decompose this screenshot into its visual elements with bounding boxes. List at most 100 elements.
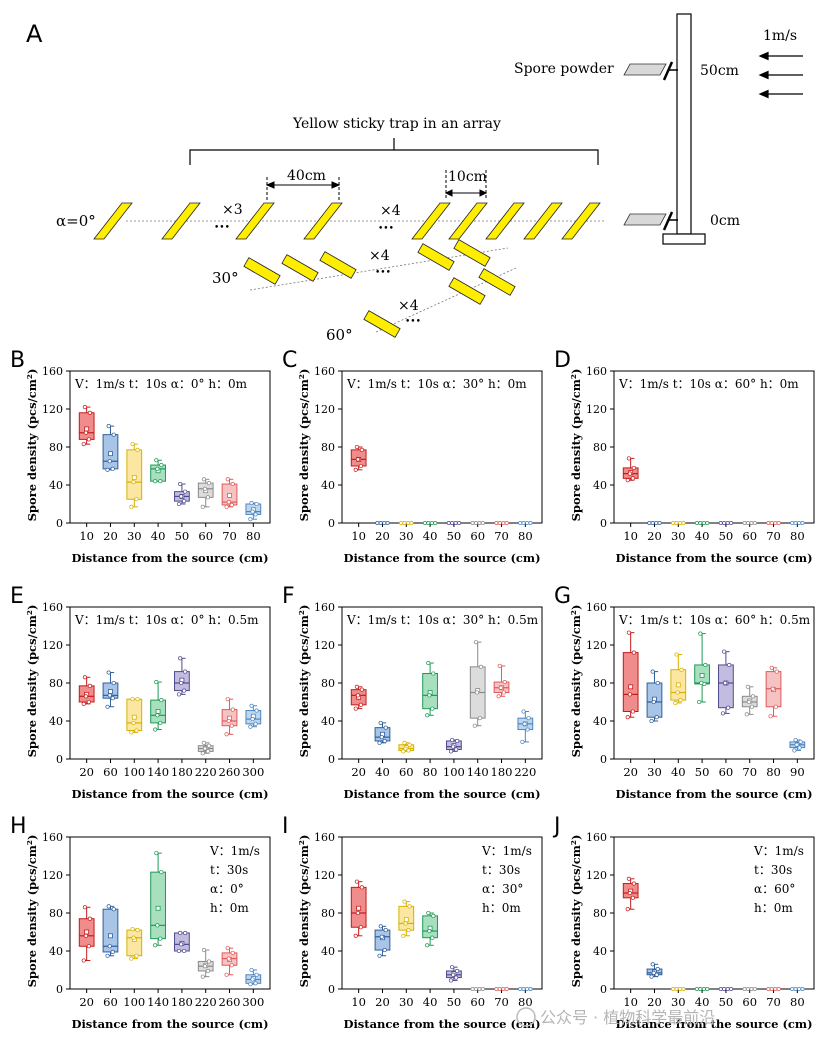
params-label: V：1m/s t：10s α：30° h：0.5m bbox=[346, 613, 539, 627]
y-tick-label: 160 bbox=[586, 365, 607, 378]
point bbox=[776, 521, 781, 525]
x-tick-label: 220 bbox=[195, 995, 217, 1009]
x-tick-label: 10 bbox=[79, 529, 94, 543]
point bbox=[106, 670, 111, 675]
point bbox=[202, 964, 208, 969]
y-tick-label: 160 bbox=[314, 365, 335, 378]
mult-x4-row0: ×4 bbox=[380, 203, 401, 219]
point bbox=[718, 521, 723, 525]
point bbox=[375, 521, 380, 525]
trap-angled bbox=[319, 251, 357, 279]
point bbox=[745, 987, 750, 991]
y-tick-label: 120 bbox=[586, 639, 607, 652]
point bbox=[674, 652, 679, 657]
point bbox=[379, 934, 384, 939]
point bbox=[178, 930, 183, 936]
mult-x4-row60: ×4 bbox=[398, 298, 419, 314]
x-tick-label: 60 bbox=[103, 995, 118, 1009]
spacing-10cm-label: 10cm bbox=[448, 169, 487, 185]
point bbox=[359, 885, 364, 890]
box-iqr bbox=[78, 412, 95, 440]
box-10: 10 bbox=[78, 405, 95, 543]
point bbox=[678, 521, 683, 525]
point bbox=[130, 697, 135, 702]
point bbox=[82, 405, 87, 410]
point bbox=[153, 479, 158, 484]
point bbox=[200, 974, 205, 979]
y-tick-label: 0 bbox=[328, 983, 335, 996]
panel-letter: J bbox=[552, 814, 561, 839]
point bbox=[649, 718, 654, 724]
point bbox=[627, 692, 632, 697]
point bbox=[358, 702, 363, 707]
point bbox=[790, 987, 795, 991]
point bbox=[254, 972, 259, 977]
point bbox=[359, 687, 364, 692]
point bbox=[470, 521, 475, 525]
y-tick-label: 80 bbox=[593, 441, 607, 454]
point bbox=[501, 690, 506, 695]
x-tick-label: 180 bbox=[171, 995, 193, 1009]
box-60: 60 bbox=[102, 670, 119, 779]
point bbox=[701, 987, 706, 991]
point bbox=[630, 476, 635, 481]
y-tick-label: 0 bbox=[328, 517, 335, 530]
point bbox=[681, 521, 686, 525]
x-tick-label: 220 bbox=[195, 765, 217, 779]
point bbox=[448, 978, 454, 983]
y-tick-label: 80 bbox=[321, 907, 335, 920]
params-label: t：30s bbox=[210, 863, 248, 877]
point bbox=[176, 692, 182, 697]
x-tick-label: 60 bbox=[470, 995, 485, 1009]
x-tick-label: 80 bbox=[518, 995, 533, 1009]
panel-letter: I bbox=[282, 814, 289, 839]
angle-30-label: 30° bbox=[212, 269, 239, 287]
point bbox=[431, 671, 436, 676]
point bbox=[800, 521, 805, 525]
x-tick-label: 70 bbox=[766, 529, 781, 543]
point bbox=[521, 987, 526, 991]
point bbox=[205, 968, 210, 974]
point bbox=[446, 521, 451, 525]
x-tick-label: 70 bbox=[766, 995, 781, 1009]
point bbox=[430, 706, 435, 711]
point bbox=[650, 962, 655, 967]
point bbox=[426, 660, 431, 666]
point bbox=[355, 457, 360, 462]
plot-frame bbox=[341, 606, 543, 760]
x-tick-label: 90 bbox=[790, 765, 805, 779]
box-50: 50 bbox=[174, 481, 190, 543]
point bbox=[742, 987, 747, 991]
point bbox=[87, 916, 92, 921]
trap-angled bbox=[243, 257, 281, 285]
point bbox=[496, 694, 501, 699]
trap-0deg bbox=[485, 202, 525, 240]
y-tick-label: 40 bbox=[593, 945, 607, 958]
point bbox=[129, 730, 134, 735]
x-tick-label: 50 bbox=[175, 529, 190, 543]
y-axis-label: Spore density (pcs/cm²) bbox=[25, 369, 39, 522]
x-tick-label: 10 bbox=[623, 995, 638, 1009]
x-tick-label: 10 bbox=[623, 529, 638, 543]
point bbox=[81, 701, 86, 706]
point bbox=[501, 987, 506, 991]
point bbox=[250, 977, 255, 982]
y-tick-label: 160 bbox=[586, 601, 607, 614]
mult-x4-row30: ×4 bbox=[369, 248, 390, 264]
point bbox=[382, 738, 387, 744]
point bbox=[773, 704, 778, 709]
box-mean bbox=[227, 493, 232, 498]
point bbox=[654, 715, 659, 720]
array-bracket bbox=[189, 138, 599, 165]
y-tick-label: 120 bbox=[42, 869, 63, 882]
point bbox=[129, 956, 134, 961]
x-axis-label: Distance from the source (cm) bbox=[615, 787, 812, 801]
point bbox=[631, 465, 636, 470]
point bbox=[790, 521, 795, 525]
trap-0deg bbox=[561, 202, 601, 240]
y-tick-label: 160 bbox=[586, 831, 607, 844]
trap-angled bbox=[417, 243, 455, 271]
point bbox=[226, 500, 231, 505]
